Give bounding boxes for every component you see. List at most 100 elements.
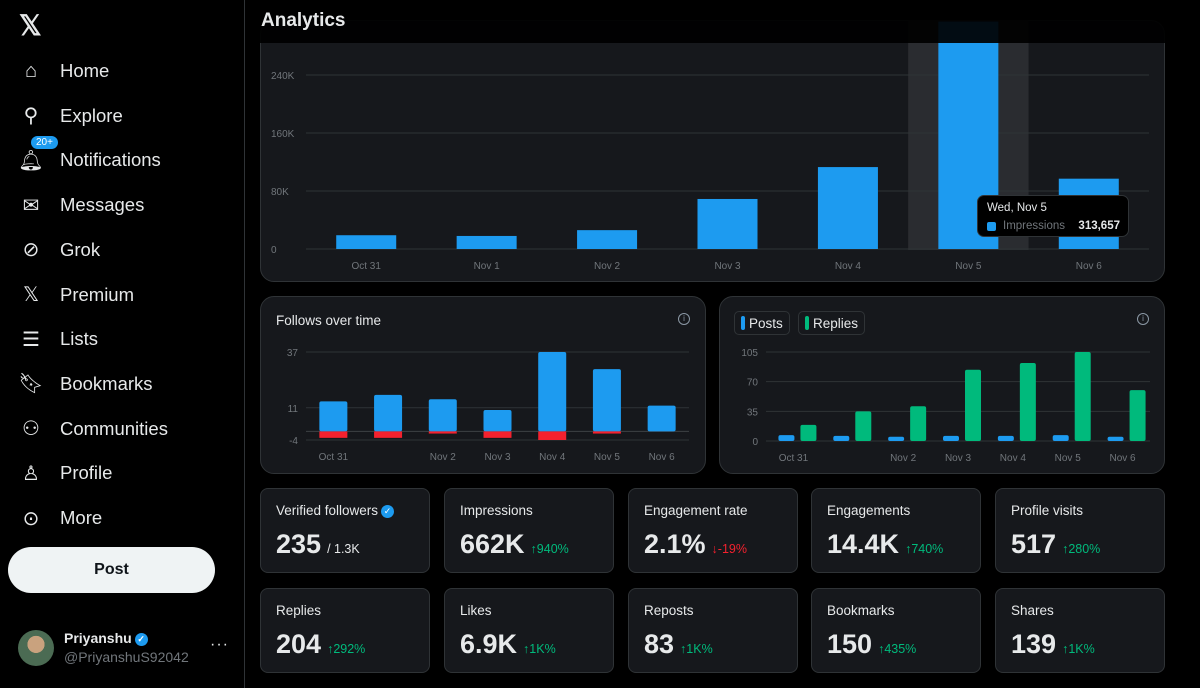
info-icon[interactable]: i	[678, 313, 690, 325]
sidebar-item-home[interactable]: ⌂ Home	[0, 51, 240, 91]
bar	[697, 198, 758, 249]
follows-bar	[647, 405, 676, 432]
x-tick-label: Nov 3	[714, 261, 741, 272]
x-tick-label: Nov 3	[945, 453, 972, 464]
replies-bar	[965, 369, 981, 441]
x-tick-label: Oct 31	[319, 452, 349, 463]
follows-bar	[428, 399, 457, 432]
stat-card-shares[interactable]: Shares 139 ↑1K%	[995, 588, 1165, 673]
verified-badge-icon: ✓	[381, 505, 395, 518]
y-tick-label: 80K	[271, 187, 289, 198]
profile-handle: @PriyanshuS92042	[64, 649, 189, 665]
sidebar-item-notifications[interactable]: 🔔︎ 20+ Notifications	[0, 135, 240, 180]
sidebar-item-explore[interactable]: ⚲ Explore	[0, 96, 240, 136]
stat-value: 2.1% ↓-19%	[644, 529, 747, 559]
x-tick-label: Nov 4	[1000, 453, 1027, 464]
stat-label: Replies	[276, 603, 322, 618]
y-tick-label: 0	[752, 437, 758, 448]
stat-card-bookmarks[interactable]: Bookmarks 150 ↑435%	[811, 588, 981, 673]
y-tick-label: 160K	[271, 129, 295, 140]
sidebar-item-lists[interactable]: ☰ Lists	[0, 319, 240, 359]
stat-card-profile-visits[interactable]: Profile visits 517 ↑280%	[995, 488, 1165, 573]
grok-icon: ⊘	[22, 239, 40, 262]
info-icon[interactable]: i	[1137, 313, 1149, 325]
stat-card-replies[interactable]: Replies 204 ↑292%	[260, 588, 430, 673]
follows-chart: -4 11 37 Oct 31 Nov 2 Nov 3 Nov 4 Nov 5 Nov 6	[287, 348, 689, 463]
stat-card-impressions[interactable]: Impressions 662K ↑940%	[444, 488, 614, 573]
stat-delta: ↓-19%	[711, 542, 747, 556]
x-tick-label: Nov 2	[890, 453, 917, 464]
stat-delta: ↑1K%	[1062, 642, 1095, 656]
replies-bar	[855, 411, 872, 441]
page-header: Analytics	[246, 0, 1200, 43]
follows-bar	[374, 394, 403, 432]
unfollows-bar	[538, 431, 567, 440]
more-circle-icon: ⊙	[22, 507, 40, 530]
replies-bar	[910, 406, 927, 441]
x-tick-label: Nov 6	[649, 452, 676, 463]
x-tick-label: Nov 2	[430, 452, 457, 463]
posts-bar	[833, 435, 850, 441]
legend-posts[interactable]: Posts	[734, 311, 790, 335]
stat-card-engagements[interactable]: Engagements 14.4K ↑740%	[811, 488, 981, 573]
sidebar-item-label: Notifications	[60, 149, 161, 171]
stat-value: 6.9K ↑1K%	[460, 629, 556, 659]
follows-bar	[592, 369, 621, 432]
posts-bar	[997, 435, 1014, 441]
x-logo[interactable]: 𝕏	[19, 10, 42, 41]
home-icon: ⌂	[24, 59, 38, 82]
legend-replies[interactable]: Replies	[798, 311, 866, 335]
sidebar-item-messages[interactable]: ✉ Messages	[0, 185, 240, 225]
unfollows-bar	[428, 431, 457, 434]
more-options-icon[interactable]: ···	[210, 636, 229, 653]
replies-bar	[800, 424, 817, 441]
posts-bar	[778, 435, 795, 441]
stat-value: 83 ↑1K%	[644, 629, 713, 659]
x-tick-label: Nov 6	[1076, 261, 1103, 272]
stat-value: 235/ 1.3K	[276, 529, 360, 559]
sidebar-item-label: Lists	[60, 328, 99, 350]
sidebar-item-communities[interactable]: ⚇ Communities	[0, 409, 240, 449]
sidebar-item-profile[interactable]: ♙ Profile	[0, 453, 240, 493]
stat-delta: ↑292%	[327, 642, 366, 656]
tooltip-series: Impressions	[1003, 220, 1065, 232]
x-tick-label: Nov 1	[474, 261, 501, 272]
follows-bar	[538, 352, 567, 432]
stat-card-engagement-rate[interactable]: Engagement rate 2.1% ↓-19%	[628, 488, 798, 573]
unfollows-bar	[592, 431, 621, 434]
stat-card-reposts[interactable]: Reposts 83 ↑1K%	[628, 588, 798, 673]
unfollows-bar	[483, 431, 512, 438]
sidebar-item-more[interactable]: ⊙ More	[0, 498, 240, 538]
unfollows-bar	[374, 431, 403, 438]
stat-card-verified-followers[interactable]: Verified followers ✓ 235/ 1.3K	[260, 488, 430, 573]
x-tick-label: Nov 2	[594, 261, 621, 272]
posts-replies-chart-card: Posts Replies i 0 35 70 105 Oct 31 Nov 2 Nov 3…	[719, 296, 1165, 474]
sidebar-item-grok[interactable]: ⊘ Grok	[0, 230, 240, 270]
stat-delta: ↑1K%	[523, 642, 556, 656]
y-tick-label: 37	[287, 348, 299, 359]
stat-label: Impressions	[460, 503, 533, 518]
x-tick-label: Nov 6	[1110, 453, 1137, 464]
tooltip-value: 313,657	[1078, 220, 1120, 232]
bookmark-icon: 🔖︎	[18, 373, 44, 396]
chart-title: Follows over time	[276, 313, 382, 328]
y-tick-label: -4	[289, 436, 298, 447]
y-tick-label: 11	[288, 404, 299, 415]
x-tick-label: Nov 4	[835, 261, 862, 272]
y-tick-label: 105	[741, 348, 758, 359]
sidebar-item-bookmarks[interactable]: 🔖︎ Bookmarks	[0, 364, 240, 404]
post-button[interactable]: Post	[8, 547, 215, 593]
stat-value: 662K ↑940%	[460, 529, 569, 559]
follows-bar	[483, 409, 512, 432]
y-tick-label: 240K	[271, 71, 295, 82]
sidebar-item-premium[interactable]: 𝕏 Premium	[0, 275, 240, 315]
x-tick-label: Oct 31	[779, 453, 809, 464]
y-tick-label: 35	[747, 407, 759, 418]
sidebar-item-label: Messages	[60, 194, 145, 216]
stat-label: Reposts	[644, 603, 694, 618]
posts-bar	[1107, 436, 1124, 441]
avatar	[18, 630, 54, 666]
account-switcher[interactable]: Priyanshu ✓ @PriyanshuS92042 ···	[18, 630, 238, 670]
stat-card-likes[interactable]: Likes 6.9K ↑1K%	[444, 588, 614, 673]
posts-bar	[943, 435, 959, 441]
